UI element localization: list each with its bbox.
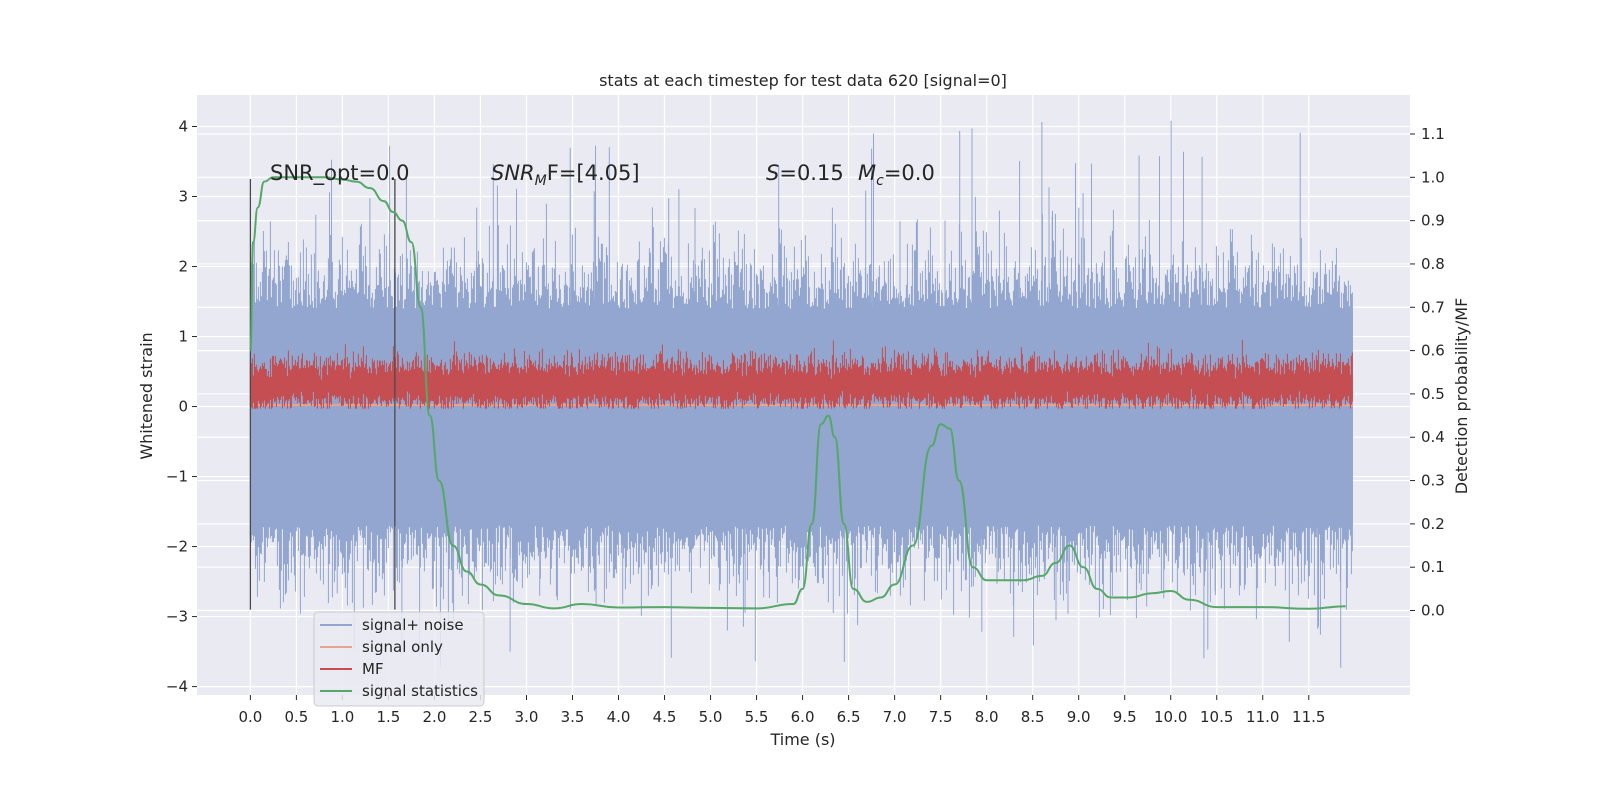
y-tick-label: 1 bbox=[178, 328, 188, 346]
right-y-axis-label: Detection probability/MF bbox=[1452, 298, 1471, 495]
y-tick-label: −4 bbox=[166, 678, 188, 696]
right-y-tick-label: 1.0 bbox=[1421, 168, 1445, 186]
right-y-tick-label: 0.2 bbox=[1421, 515, 1445, 533]
y-axis-label: Whitened strain bbox=[137, 332, 156, 459]
x-tick-label: 1.0 bbox=[330, 708, 354, 726]
y-tick-label: 3 bbox=[178, 188, 188, 206]
snr-opt-annotation: SNR_opt=0.0 bbox=[270, 161, 410, 186]
s-annotation: S=0.15 bbox=[766, 161, 844, 185]
x-tick-label: 4.0 bbox=[607, 708, 631, 726]
x-tick-label: 1.5 bbox=[376, 708, 400, 726]
x-tick-label: 4.5 bbox=[653, 708, 677, 726]
s-value: =0.15 bbox=[779, 161, 843, 185]
legend-label-signal-noise: signal+ noise bbox=[362, 616, 464, 634]
x-tick-label: 5.0 bbox=[699, 708, 723, 726]
mc-annotation: Mc=0.0 bbox=[858, 161, 935, 189]
y-axis-ticks: −4 −3 −2 −1 0 1 2 3 4 bbox=[166, 118, 197, 696]
right-y-tick-label: 0.0 bbox=[1421, 602, 1445, 620]
snr-mf-annotation: SNRMF=[4.05] bbox=[491, 161, 640, 189]
x-tick-label: 5.5 bbox=[745, 708, 769, 726]
right-y-tick-label: 0.4 bbox=[1421, 428, 1445, 446]
mc-value: =0.0 bbox=[884, 161, 935, 185]
mc-label: M bbox=[858, 161, 876, 185]
signal-statistics-line bbox=[249, 176, 1346, 610]
x-tick-label: 3.5 bbox=[561, 708, 585, 726]
right-y-tick-label: 0.7 bbox=[1421, 298, 1445, 316]
right-y-tick-label: 0.1 bbox=[1421, 558, 1445, 576]
right-y-tick-label: 0.5 bbox=[1421, 385, 1445, 403]
mc-subscript: c bbox=[876, 173, 884, 189]
x-tick-label: 2.0 bbox=[423, 708, 447, 726]
x-tick-label: 7.0 bbox=[883, 708, 907, 726]
x-tick-label: 10.5 bbox=[1200, 708, 1233, 726]
x-tick-label: 6.5 bbox=[837, 708, 861, 726]
signal-plus-noise-series bbox=[249, 120, 1353, 668]
s-label: S bbox=[766, 161, 779, 185]
y-tick-label: −3 bbox=[166, 608, 188, 626]
x-tick-label: 6.0 bbox=[791, 708, 815, 726]
x-tick-label: 7.5 bbox=[929, 708, 953, 726]
y-tick-label: −1 bbox=[166, 468, 188, 486]
snr-mf-prefix: SNR bbox=[491, 161, 535, 185]
x-tick-label: 3.0 bbox=[515, 708, 539, 726]
chart-title: stats at each timestep for test data 620… bbox=[599, 71, 1007, 90]
annotations: SNR_opt=0.0 SNRMF=[4.05] S=0.15 Mc=0.0 bbox=[270, 161, 935, 189]
snr-mf-subscript: M bbox=[535, 173, 547, 189]
plot-area bbox=[249, 120, 1353, 668]
right-y-tick-label: 0.8 bbox=[1421, 255, 1445, 273]
right-y-tick-label: 0.9 bbox=[1421, 212, 1445, 230]
snr-mf-value: F=[4.05] bbox=[547, 161, 640, 185]
x-tick-label: 11.0 bbox=[1246, 708, 1279, 726]
x-tick-label: 11.5 bbox=[1292, 708, 1325, 726]
right-y-tick-label: 0.3 bbox=[1421, 472, 1445, 490]
x-tick-label: 8.0 bbox=[975, 708, 999, 726]
legend-label-mf: MF bbox=[362, 660, 384, 678]
y-tick-label: 4 bbox=[178, 118, 188, 136]
y-tick-label: −2 bbox=[166, 538, 188, 556]
x-tick-label: 0.0 bbox=[238, 708, 262, 726]
legend-box bbox=[313, 611, 485, 707]
right-y-tick-label: 0.6 bbox=[1421, 342, 1445, 360]
x-axis-ticks: 0.0 0.5 1.0 1.5 2.0 2.5 3.0 3.5 4.0 4.5 5.0 5.5 6.0 6… bbox=[238, 695, 1325, 726]
legend: signal+ noise signal only MF signal stat… bbox=[313, 611, 485, 707]
vertical-markers bbox=[249, 179, 396, 610]
signal-statistics-series bbox=[249, 176, 1346, 610]
x-tick-label: 9.0 bbox=[1067, 708, 1091, 726]
x-tick-label: 9.5 bbox=[1113, 708, 1137, 726]
x-tick-label: 0.5 bbox=[284, 708, 308, 726]
legend-label-signal-statistics: signal statistics bbox=[362, 682, 478, 700]
x-tick-label: 2.5 bbox=[469, 708, 493, 726]
y-tick-label: 2 bbox=[178, 258, 188, 276]
x-tick-label: 10.0 bbox=[1154, 708, 1187, 726]
y-tick-label: 0 bbox=[178, 398, 188, 416]
x-axis-label: Time (s) bbox=[769, 730, 835, 749]
x-tick-label: 8.5 bbox=[1021, 708, 1045, 726]
legend-label-signal-only: signal only bbox=[362, 638, 443, 656]
right-y-axis-ticks: 0.0 0.1 0.2 0.3 0.4 0.5 0.6 0.7 0.8 0.9 1.0 1.1 bbox=[1410, 125, 1445, 620]
right-y-tick-label: 1.1 bbox=[1421, 125, 1445, 143]
